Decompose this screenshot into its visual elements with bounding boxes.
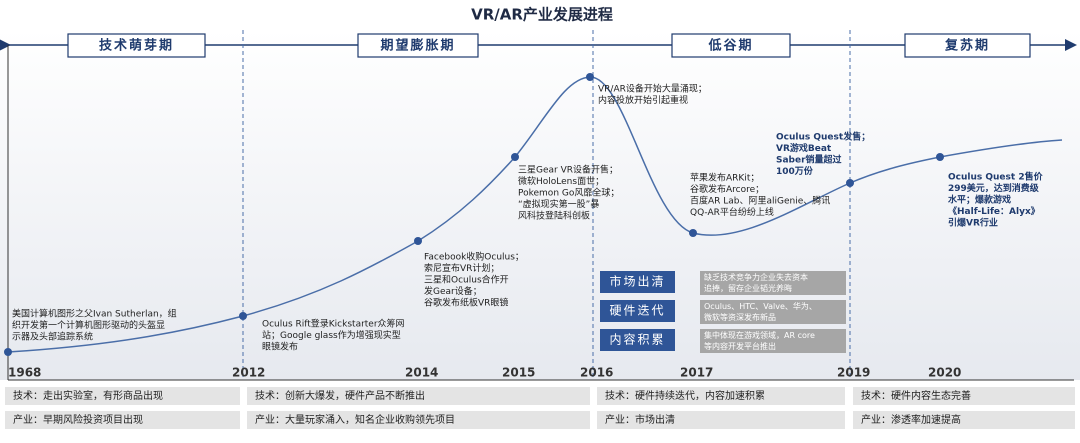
annotation-line: 发Gear设备； (424, 285, 482, 297)
trough-note: 等内容开发平台推出 (704, 341, 776, 351)
curve-point (511, 153, 519, 161)
year-label: 2019 (837, 366, 870, 380)
background (0, 30, 1080, 380)
trough-note: 缺乏技术竞争力企业失去资本 (704, 272, 808, 282)
annotation-line: Facebook收购Oculus； (424, 251, 524, 263)
annotation-line: VR游戏Beat (776, 142, 832, 154)
curve-point (586, 73, 594, 81)
trough-label: 硬件迭代 (609, 304, 665, 318)
phase-box (904, 33, 1031, 58)
industry-cell (597, 411, 845, 429)
annotation-line: 微软HoloLens面世； (518, 175, 604, 187)
title-box (395, 0, 690, 30)
annotation-line: Pokemon Go风靡全球； (518, 187, 619, 199)
curve-point (4, 348, 12, 356)
annotation-line: 谷歌发布Arcore； (690, 183, 764, 195)
trough-note: 集中体现在游戏领域，AR core (704, 330, 815, 340)
curve-point (414, 237, 422, 245)
tech-text: 技术：走出实验室，有形商品出现 (13, 389, 163, 402)
trough-note-box (700, 271, 846, 295)
curve-point (239, 312, 247, 320)
trough-note-box (700, 329, 846, 353)
annotation-line: 100万份 (776, 165, 814, 177)
trough-label-box (600, 271, 675, 293)
curve-point (689, 229, 697, 237)
annotation-line: Oculus Rift登录Kickstarter众筹网 (262, 318, 405, 330)
phase-box (357, 33, 479, 58)
phase-label: 技术萌芽期 (99, 38, 174, 54)
annotation-line: Saber销量超过 (776, 154, 842, 166)
year-label: 2012 (232, 366, 265, 380)
phase-box (671, 33, 791, 58)
annotation-line: 三星Gear VR设备开售； (518, 164, 618, 176)
annotation-line: Oculus Quest发售； (776, 131, 870, 143)
year-label: 2016 (580, 366, 613, 380)
trough-label-box (600, 300, 675, 322)
annotation-line: 示器及头部追踪系统 (12, 331, 93, 343)
phase-dividers (242, 30, 851, 380)
tech-cell (853, 387, 1075, 405)
annotation-line: 内容投放开始引起重视 (598, 94, 688, 106)
industry-cell (5, 411, 240, 429)
industry-cell (853, 411, 1075, 429)
annotation-line: Oculus Quest 2售价 (948, 171, 1044, 183)
tech-text: 技术：创新大爆发，硬件产品不断推出 (255, 389, 425, 402)
trough-note-box (700, 300, 846, 324)
annotation-line: 引爆VR行业 (948, 217, 998, 229)
industry-text: 产业：市场出清 (605, 413, 675, 426)
annotation-line: 美国计算机图形之父Ivan Sutherlan，组 (12, 308, 177, 320)
phase-label: 复苏期 (944, 38, 990, 54)
industry-cell (247, 411, 590, 429)
trough-label: 内容积累 (609, 332, 665, 347)
annotation-line: 织开发第一个计算机图形驱动的头盔显 (12, 319, 165, 331)
tech-cell (247, 387, 590, 405)
annotation-line: 眼镜发布 (262, 341, 298, 353)
trough-note: 微软等资深发布新品 (704, 312, 776, 322)
year-label: 2014 (405, 366, 438, 380)
year-label: 2015 (502, 366, 535, 380)
curve-point (936, 153, 944, 161)
trough-note: 追捧，留存企业韬光养晦 (704, 283, 792, 293)
annotation-line: 《Half-Life：Alyx》 (948, 206, 1040, 217)
annotation-line: 三星和Oculus合作开 (424, 274, 509, 286)
curve-point (846, 179, 854, 187)
annotation-line: 索尼宣布VR计划； (424, 262, 499, 274)
industry-text: 产业：早期风险投资项目出现 (13, 413, 143, 426)
year-label: 2017 (680, 366, 713, 380)
annotation-line: 299美元，达到消费级 (948, 182, 1040, 194)
tech-text: 技术：硬件内容生态完善 (861, 389, 971, 402)
annotation-line: 百度AR Lab、阿里aliGenie、腾讯 (690, 195, 830, 207)
annotation-line: 谷歌发布纸板VR眼镜 (424, 297, 508, 309)
year-label: 1968 (8, 366, 41, 380)
title: VR/AR产业发展进程 (471, 6, 613, 24)
phase-box (67, 33, 206, 58)
trough-label-box (600, 329, 675, 351)
industry-text: 产业：渗透率加速提高 (861, 413, 961, 426)
tech-cell (597, 387, 845, 405)
phase-label: 期望膨胀期 (380, 38, 455, 54)
tech-text: 技术：硬件持续迭代，内容加速积累 (605, 389, 765, 402)
annotation-line: 风科技登陆科创板 (518, 210, 590, 222)
annotation-line: 水平；爆款游戏 (948, 194, 1011, 206)
tech-cell (5, 387, 240, 405)
year-label: 2020 (928, 366, 961, 380)
phase-label: 低谷期 (707, 38, 753, 54)
trough-note: Oculus、HTC、Valve、华为、 (704, 301, 817, 311)
annotation-line: “虚拟现实第一股”暴 (518, 198, 599, 210)
trough-label: 市场出清 (609, 274, 665, 289)
annotation-line: 站；Google glass作为增强现实型 (262, 329, 401, 341)
industry-text: 产业：大量玩家涌入，知名企业收购领先项目 (255, 413, 455, 426)
annotation-line: VR/AR设备开始大量涌现； (598, 83, 707, 95)
annotation-line: 苹果发布ARKit； (690, 172, 759, 184)
annotation-line: QQ-AR平台纷纷上线 (690, 206, 774, 218)
